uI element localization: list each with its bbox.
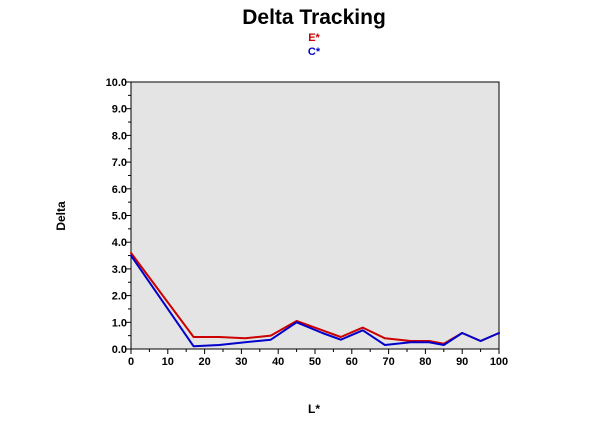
x-tick-label: 70: [382, 356, 394, 368]
y-tick-label: 4.0: [112, 237, 127, 249]
plot-area: [130, 81, 500, 350]
y-tick-label: 8.0: [112, 130, 127, 142]
x-tick-label: 10: [162, 356, 174, 368]
x-tick-label: 100: [490, 356, 508, 368]
x-tick-label: 80: [419, 356, 431, 368]
legend-entry-c: C*: [308, 46, 321, 58]
y-tick-label: 10.0: [106, 77, 127, 89]
y-tick-label: 1.0: [112, 317, 127, 329]
y-tick-label: 0.0: [112, 344, 127, 356]
series-layer: [130, 251, 500, 348]
legend-entry-e: E*: [308, 32, 320, 44]
y-tick-label: 2.0: [112, 291, 127, 303]
x-axis: 0 10 20 30 40 50 60 70 80 90 100: [128, 349, 508, 368]
y-tick-label: 7.0: [112, 157, 127, 169]
y-tick-label: 6.0: [112, 184, 127, 196]
x-tick-label: 50: [309, 356, 321, 368]
y-tick-label: 5.0: [112, 211, 127, 223]
y-axis: 0.0 1.0 2.0 3.0 4.0 5.0 6.0 7.0 8.0 9.0 10.0: [106, 77, 131, 356]
y-axis-label: Delta: [54, 201, 68, 231]
x-tick-label: 60: [346, 356, 358, 368]
x-axis-label: L*: [308, 402, 320, 416]
y-tick-label: 9.0: [112, 104, 127, 116]
x-tick-label: 30: [235, 356, 247, 368]
y-tick-label: 3.0: [112, 264, 127, 276]
x-tick-label: 0: [128, 356, 134, 368]
chart-title: Delta Tracking: [242, 6, 386, 29]
x-tick-label: 40: [272, 356, 284, 368]
x-tick-label: 20: [198, 356, 210, 368]
series-line-c: [130, 254, 500, 348]
x-tick-label: 90: [456, 356, 468, 368]
